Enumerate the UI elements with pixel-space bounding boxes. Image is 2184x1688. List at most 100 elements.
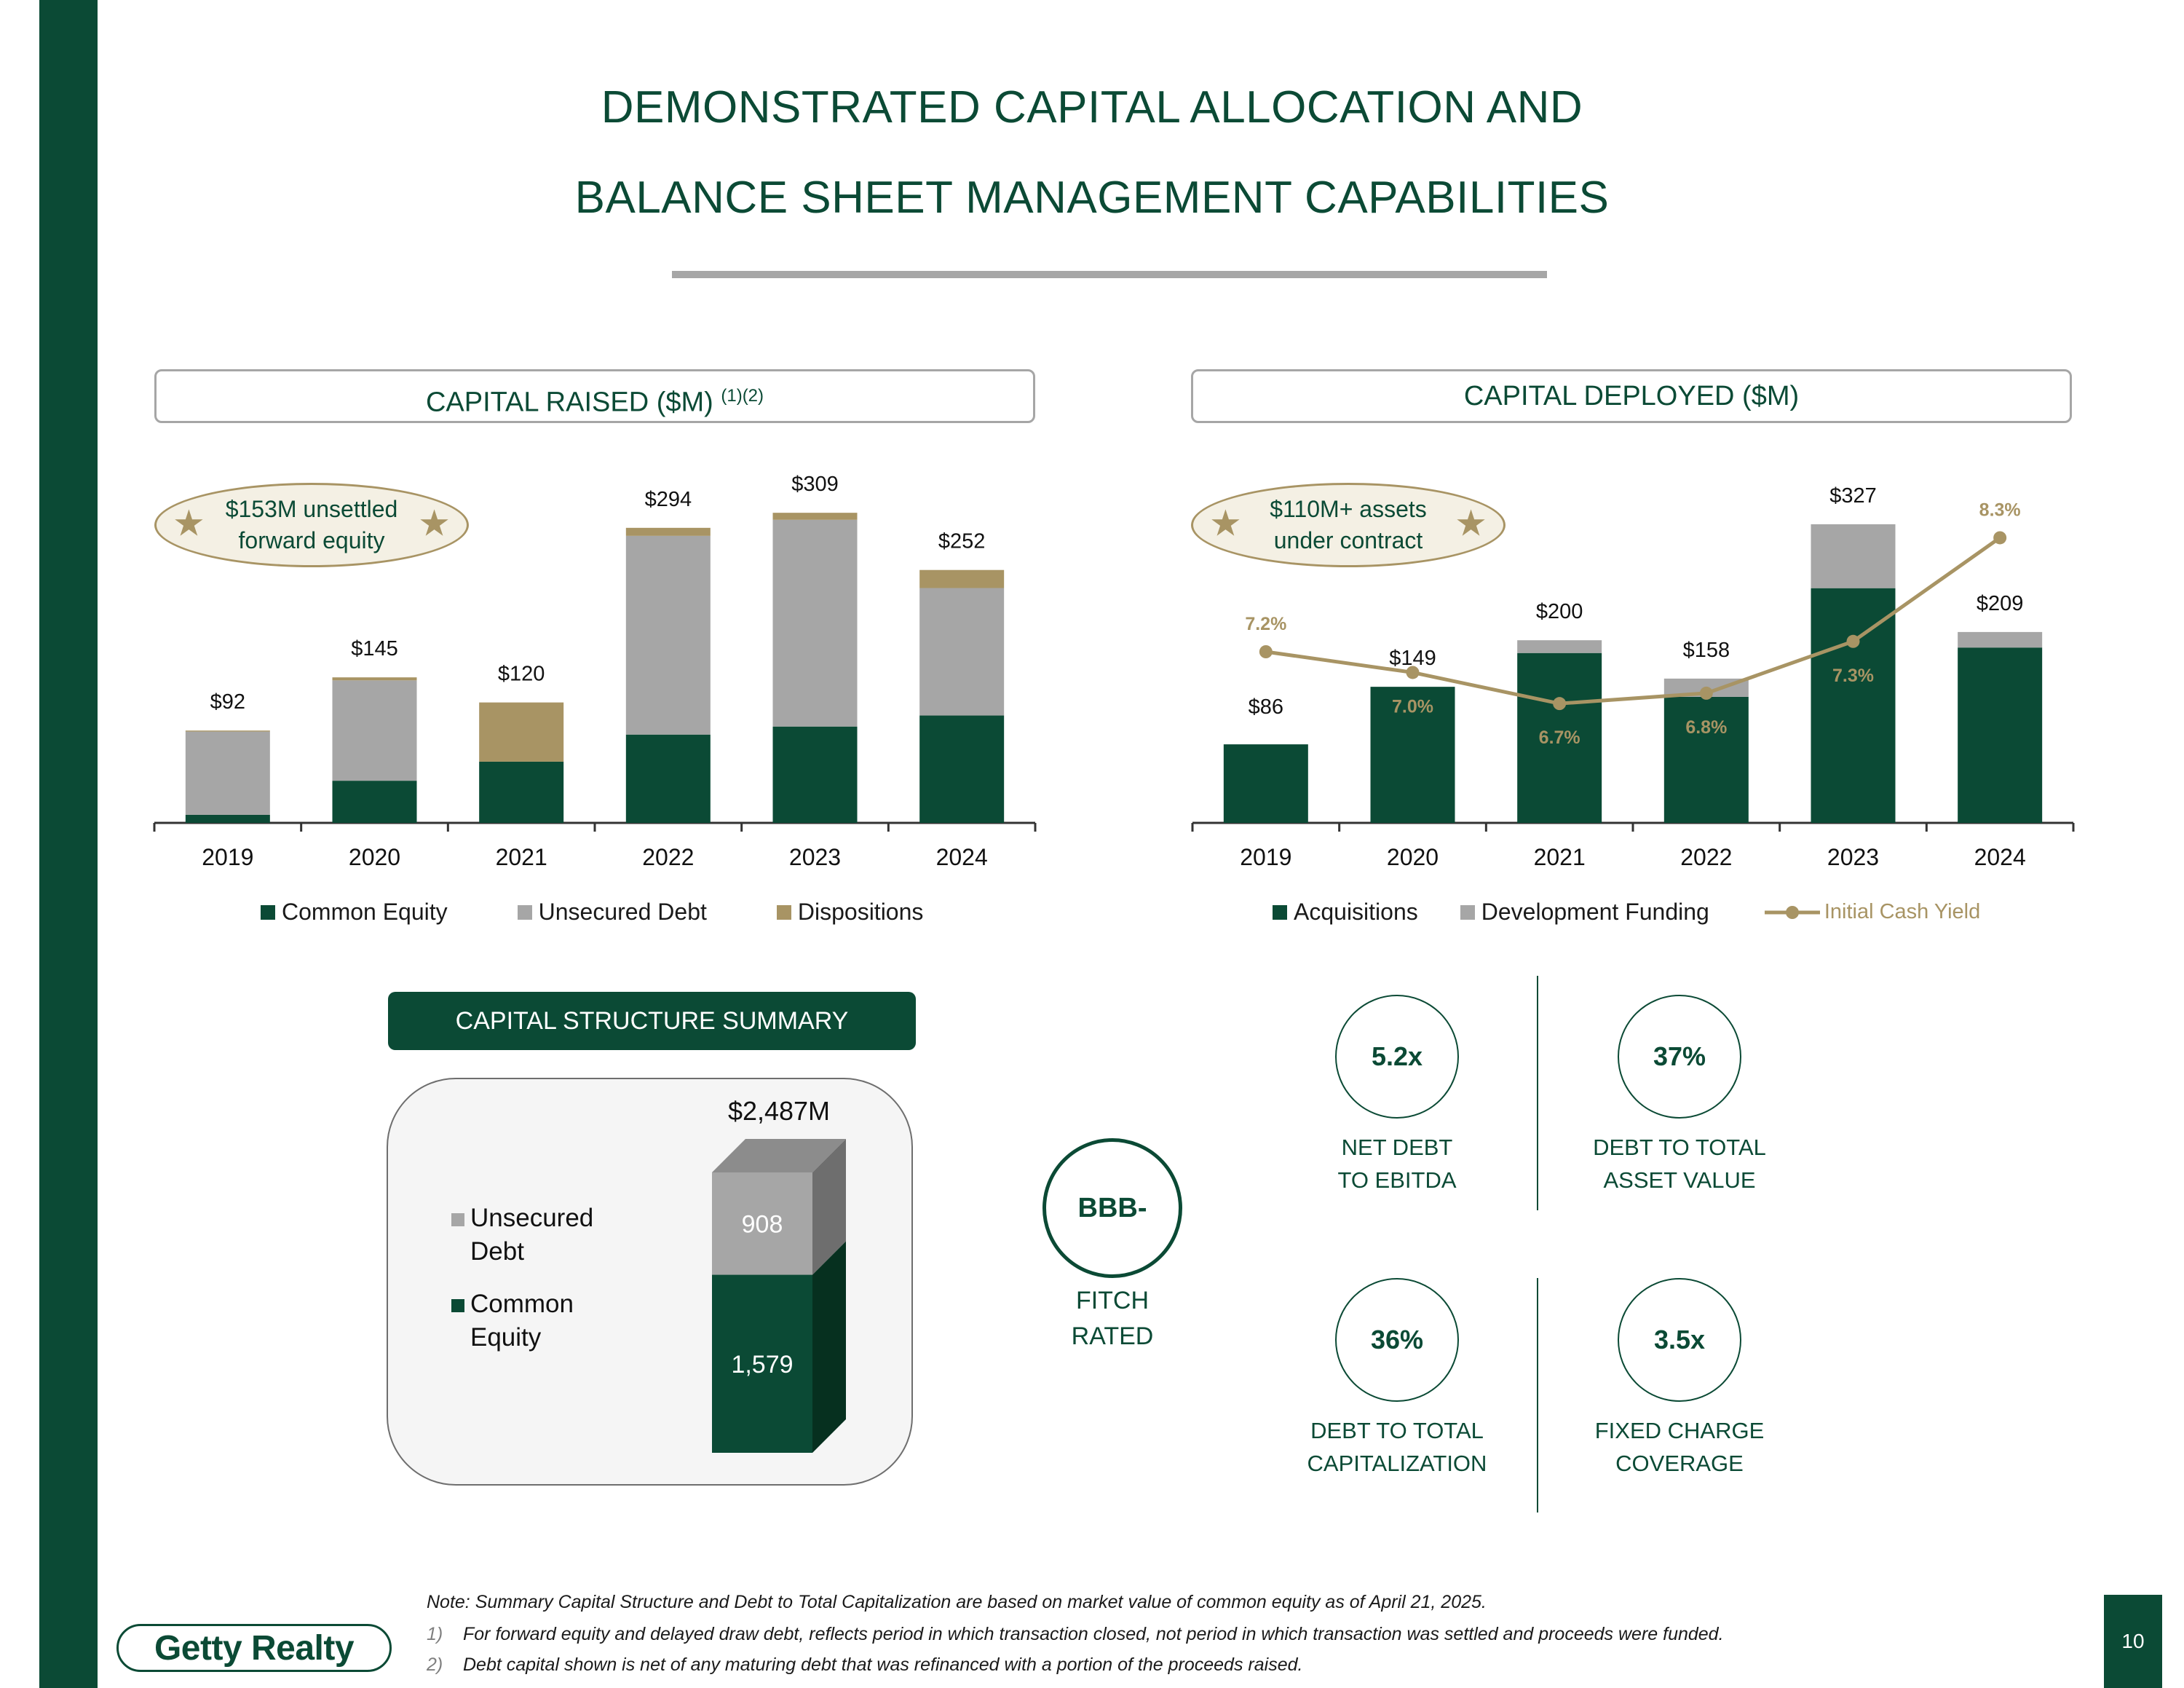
assets-under-contract-callout-text: $110M+ assets under contract bbox=[1270, 495, 1427, 553]
metric-debt-to-capitalization-value: 36% bbox=[1335, 1278, 1459, 1402]
bar-development-funding bbox=[1958, 631, 2043, 648]
metric-label-line-2: COVERAGE bbox=[1615, 1450, 1744, 1476]
acquisitions-swatch bbox=[1273, 904, 1287, 920]
bar-dispositions bbox=[332, 677, 417, 681]
yield-label: 7.3% bbox=[1832, 666, 1874, 686]
capital-deployed-header-text: CAPITAL DEPLOYED ($M) bbox=[1463, 381, 1800, 411]
fitch-rating-label-line-2: RATED bbox=[1071, 1322, 1154, 1351]
capital-structure-legend-debt: Unsecured Debt bbox=[451, 1202, 593, 1268]
fitch-rating-badge: BBB- bbox=[1042, 1138, 1182, 1278]
yield-point bbox=[1406, 666, 1420, 679]
total-label: $200 bbox=[1536, 600, 1583, 623]
bar-acquisitions bbox=[1223, 744, 1308, 823]
total-label: $309 bbox=[791, 473, 839, 496]
yield-label: 8.3% bbox=[1979, 500, 2021, 520]
legend-equity-line-1: Common bbox=[470, 1290, 574, 1318]
bar-unsecured-debt bbox=[332, 680, 417, 781]
capital-deployed-header: CAPITAL DEPLOYED ($M) bbox=[1191, 369, 2072, 423]
x-tick-label: 2024 bbox=[1974, 844, 2026, 870]
bar-common-equity bbox=[919, 715, 1005, 823]
capital-raised-chart: 2019 2020 2021 2022 2023 2024 $92 $145 $120 $294 $… bbox=[153, 473, 1037, 870]
capital-structure-legend-equity: Common Equity bbox=[451, 1287, 574, 1354]
metrics-divider-bottom bbox=[1537, 1278, 1538, 1513]
yield-point bbox=[1993, 531, 2007, 545]
title-divider bbox=[672, 271, 1547, 278]
capital-raised-legend: Common Equity Unsecured Debt Disposition… bbox=[261, 899, 923, 926]
x-tick-label: 2021 bbox=[1534, 844, 1586, 870]
bar-development-funding bbox=[1517, 640, 1602, 653]
bar-development-funding bbox=[1811, 524, 1896, 588]
x-tick-label: 2022 bbox=[642, 844, 694, 870]
yield-point bbox=[1846, 634, 1860, 648]
total-label: $92 bbox=[210, 690, 245, 714]
common-equity-swatch bbox=[261, 904, 275, 920]
metric-net-debt-ebitda-value: 5.2x bbox=[1335, 995, 1459, 1119]
bar-dispositions bbox=[625, 527, 711, 536]
bar-acquisitions bbox=[1517, 652, 1602, 823]
unsettled-equity-callout: ★ $153M unsettled forward equity ★ bbox=[154, 483, 469, 567]
legend-common-equity: Common Equity bbox=[282, 899, 448, 925]
unsecured-debt-value: 908 bbox=[742, 1210, 783, 1238]
metric-fixed-charge-coverage-value: 3.5x bbox=[1618, 1278, 1741, 1402]
bar-unsecured-debt bbox=[772, 519, 858, 727]
metric-label-line-2: ASSET VALUE bbox=[1603, 1167, 1756, 1193]
total-label: $294 bbox=[645, 488, 692, 511]
yield-label: 7.0% bbox=[1392, 696, 1433, 717]
total-label: $252 bbox=[938, 530, 986, 553]
capital-structure-total: $2,487M bbox=[728, 1096, 830, 1126]
getty-realty-logo: Getty Realty bbox=[116, 1624, 392, 1672]
bar-unsecured-debt bbox=[625, 535, 711, 735]
legend-initial-cash-yield: Initial Cash Yield bbox=[1824, 900, 1981, 923]
bar-common-equity bbox=[772, 726, 858, 823]
total-label: $149 bbox=[1389, 647, 1436, 670]
x-tick-label: 2019 bbox=[1240, 844, 1291, 870]
x-tick-label: 2019 bbox=[202, 844, 253, 870]
footnote-2-number: 2) bbox=[427, 1655, 443, 1675]
legend-development-funding: Development Funding bbox=[1481, 899, 1709, 925]
legend-dispositions: Dispositions bbox=[797, 899, 924, 925]
common-equity-value: 1,579 bbox=[731, 1351, 793, 1379]
x-tick-label: 2022 bbox=[1680, 844, 1732, 870]
footnote-1-text: For forward equity and delayed draw debt… bbox=[463, 1624, 1724, 1644]
unsecured-debt-swatch bbox=[517, 904, 532, 920]
metrics-divider-top bbox=[1537, 976, 1538, 1210]
metric-debt-to-asset-label: DEBT TO TOTAL ASSET VALUE bbox=[1548, 1132, 1811, 1197]
left-accent-bar bbox=[39, 0, 98, 1688]
star-icon: ★ bbox=[418, 502, 451, 544]
footnote-2: 2) Debt capital shown is net of any matur… bbox=[427, 1655, 2101, 1676]
legend-debt-line-1: Unsecured bbox=[470, 1204, 594, 1232]
metric-fixed-charge-coverage-label: FIXED CHARGE COVERAGE bbox=[1548, 1415, 1811, 1480]
bar-dispositions bbox=[919, 569, 1005, 588]
bar-common-equity bbox=[332, 781, 417, 823]
metric-net-debt-ebitda-label: NET DEBT TO EBITDA bbox=[1266, 1132, 1528, 1197]
capital-raised-header-text: CAPITAL RAISED ($M) bbox=[425, 387, 713, 418]
total-label: $209 bbox=[1977, 592, 2024, 615]
metric-label-line-1: NET DEBT bbox=[1341, 1135, 1453, 1160]
total-label: $120 bbox=[498, 663, 545, 686]
capital-structure-chart: 908 1,579 $2,487M bbox=[712, 1096, 846, 1453]
star-icon: ★ bbox=[1209, 502, 1242, 544]
unsettled-equity-callout-text: $153M unsettled forward equity bbox=[225, 495, 398, 553]
metric-debt-to-asset-value: 37% bbox=[1618, 995, 1741, 1119]
bar-common-equity bbox=[479, 761, 564, 823]
metric-label-line-1: DEBT TO TOTAL bbox=[1593, 1135, 1766, 1160]
legend-acquisitions: Acquisitions bbox=[1294, 899, 1418, 925]
bar-top-face bbox=[712, 1139, 846, 1172]
metric-label-line-2: TO EBITDA bbox=[1337, 1167, 1457, 1193]
assets-under-contract-callout: ★ $110M+ assets under contract ★ bbox=[1191, 483, 1506, 567]
bar-common-equity bbox=[625, 734, 711, 823]
page-title-line-1: DEMONSTRATED CAPITAL ALLOCATION AND bbox=[601, 82, 1583, 133]
yield-label: 7.2% bbox=[1245, 614, 1286, 634]
initial-cash-yield-line bbox=[1265, 536, 2001, 706]
bar-common-equity bbox=[712, 1274, 812, 1453]
bar-common-equity-side bbox=[812, 1241, 846, 1453]
total-label: $327 bbox=[1829, 484, 1877, 508]
bar-dispositions bbox=[772, 513, 858, 520]
footnote-1-number: 1) bbox=[427, 1624, 443, 1644]
capital-raised-header-footnote: (1)(2) bbox=[721, 386, 764, 406]
development-funding-swatch bbox=[1460, 904, 1475, 920]
bar-dispositions bbox=[479, 702, 564, 762]
bar-unsecured-debt bbox=[712, 1172, 812, 1275]
bar-common-equity bbox=[185, 814, 270, 823]
footnote-2-text: Debt capital shown is net of any maturin… bbox=[463, 1655, 1303, 1675]
